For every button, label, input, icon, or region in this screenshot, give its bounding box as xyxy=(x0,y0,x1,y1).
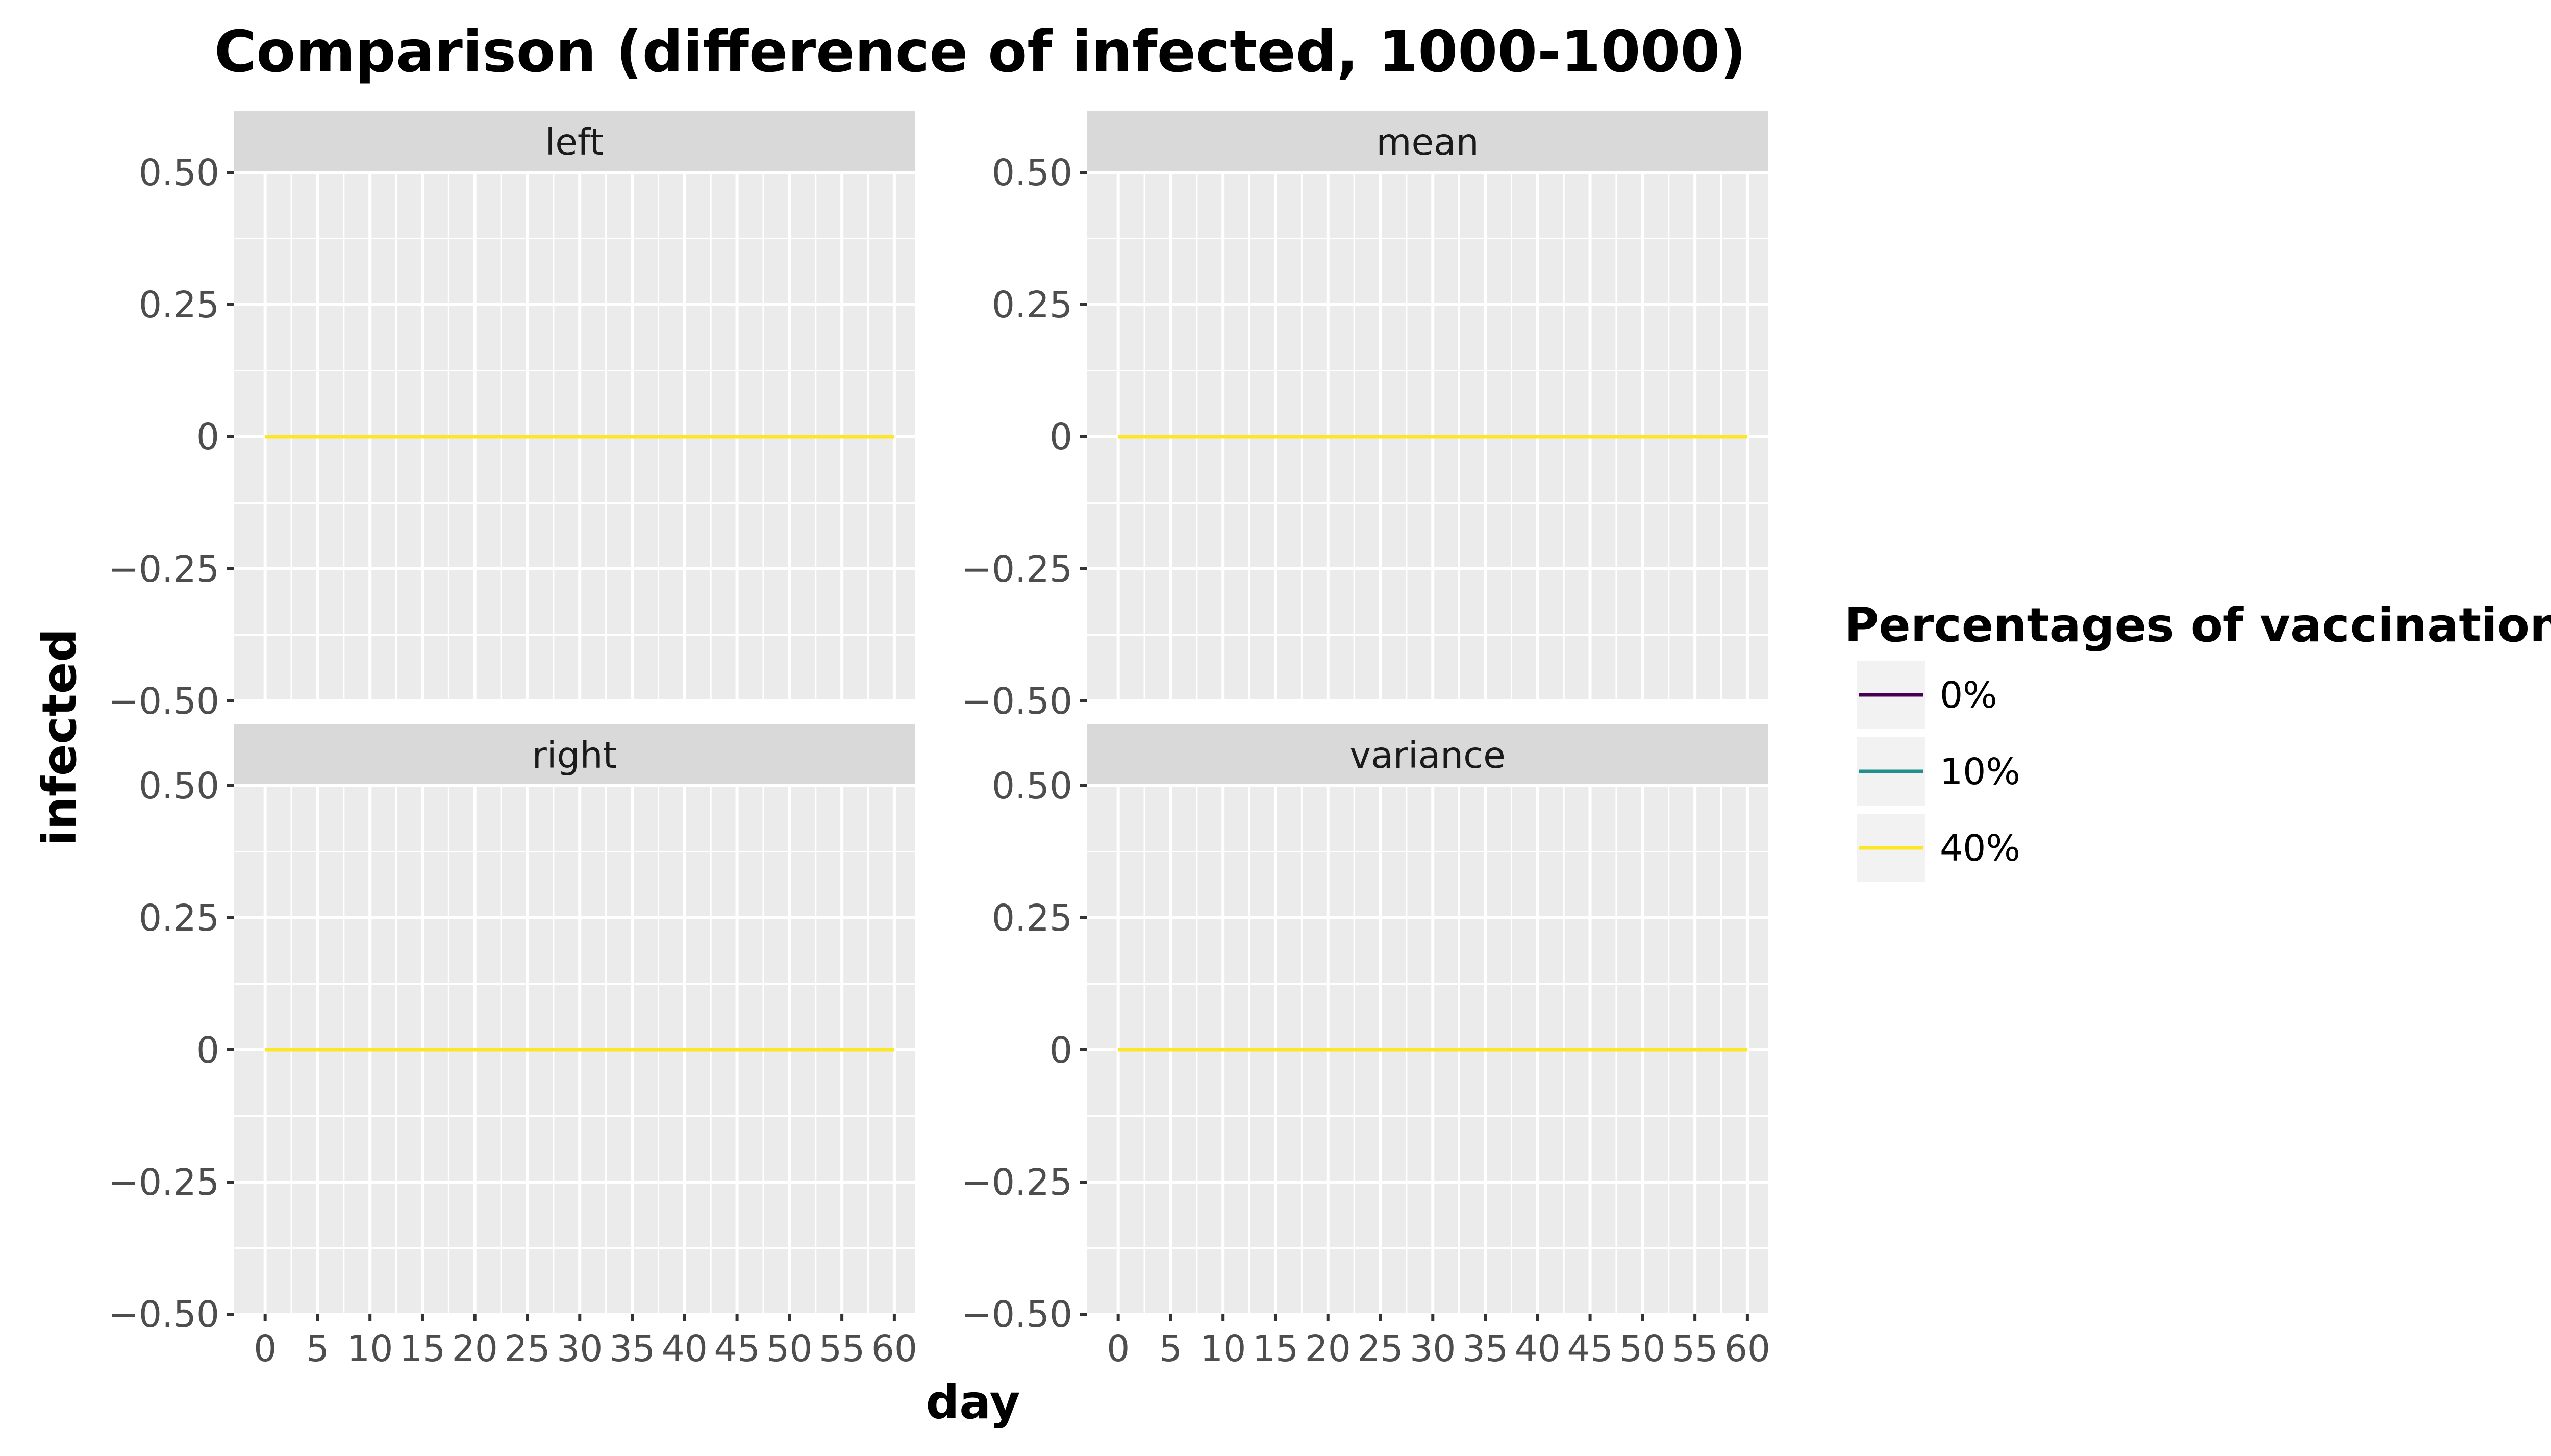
x-tick-label: 30 xyxy=(1410,1327,1456,1370)
legend-entry-40pct: 40% xyxy=(1857,814,2020,882)
y-tick-label: −0.50 xyxy=(108,1293,219,1336)
x-tick-label: 15 xyxy=(399,1327,445,1370)
facet-strip xyxy=(234,111,915,172)
facet-strip-label: variance xyxy=(1349,734,1506,776)
chart-title: Comparison (difference of infected, 1000… xyxy=(214,19,1746,85)
x-tick-label: 60 xyxy=(1724,1327,1770,1370)
y-tick-label: −0.50 xyxy=(961,1293,1072,1336)
x-tick-label: 35 xyxy=(1462,1327,1508,1370)
x-tick-label: 45 xyxy=(1567,1327,1613,1370)
legend: Percentages of vaccination 0% 10% 40% xyxy=(1844,598,2551,882)
y-tick-label: 0.50 xyxy=(992,152,1072,194)
y-tick-label: 0.50 xyxy=(139,152,219,194)
y-tick-label: 0 xyxy=(196,1029,219,1071)
legend-entry-0pct: 0% xyxy=(1857,661,1997,729)
x-tick-label: 45 xyxy=(714,1327,760,1370)
facet-strip-label: right xyxy=(532,734,617,776)
y-tick-label: 0.25 xyxy=(992,284,1072,326)
x-axis-title: day xyxy=(926,1375,1020,1429)
facet-strip xyxy=(1087,724,1768,786)
y-tick-label: 0 xyxy=(1049,1029,1072,1071)
x-tick-label: 55 xyxy=(1672,1327,1718,1370)
legend-label: 40% xyxy=(1940,827,2020,869)
facet-strip-label: left xyxy=(545,121,604,163)
x-tick-label: 50 xyxy=(766,1327,812,1370)
x-tick-label: 30 xyxy=(557,1327,603,1370)
y-tick-label: 0.50 xyxy=(992,765,1072,807)
x-tick-label: 15 xyxy=(1253,1327,1298,1370)
y-tick-label: −0.25 xyxy=(108,548,219,590)
x-tick-label: 60 xyxy=(871,1327,917,1370)
y-tick-label: 0.25 xyxy=(139,897,219,939)
x-tick-label: 25 xyxy=(1357,1327,1403,1370)
y-tick-label: −0.50 xyxy=(108,680,219,722)
y-tick-label: −0.25 xyxy=(961,548,1072,590)
x-tick-label: 5 xyxy=(306,1327,329,1370)
y-tick-label: 0.50 xyxy=(139,765,219,807)
y-tick-label: 0.25 xyxy=(992,897,1072,939)
facet-strip xyxy=(234,724,915,786)
y-axis-title: infected xyxy=(32,629,87,846)
legend-label: 0% xyxy=(1940,674,1997,716)
x-tick-label: 50 xyxy=(1619,1327,1665,1370)
facet-panels: left 0.50 0.25 0 −0.25 −0.50 mean 0.50 0.25 0 −0.2… xyxy=(108,111,1770,1370)
y-tick-label: 0 xyxy=(1049,416,1072,458)
legend-title: Percentages of vaccination xyxy=(1844,598,2551,652)
x-tick-label: 40 xyxy=(662,1327,708,1370)
y-tick-label: 0 xyxy=(196,416,219,458)
y-tick-label: −0.50 xyxy=(961,680,1072,722)
x-tick-label: 40 xyxy=(1515,1327,1561,1370)
y-tick-label: −0.25 xyxy=(961,1161,1072,1203)
y-tick-label: −0.25 xyxy=(108,1161,219,1203)
facet-panel-mean: mean 0.50 0.25 0 −0.25 −0.50 xyxy=(961,111,1768,722)
legend-label: 10% xyxy=(1940,750,2020,793)
x-tick-label: 5 xyxy=(1159,1327,1182,1370)
y-tick-label: 0.25 xyxy=(139,284,219,326)
x-tick-label: 55 xyxy=(819,1327,865,1370)
x-tick-label: 10 xyxy=(1200,1327,1246,1370)
x-tick-label: 20 xyxy=(452,1327,498,1370)
x-tick-label: 35 xyxy=(609,1327,655,1370)
x-tick-label: 25 xyxy=(504,1327,550,1370)
legend-entry-10pct: 10% xyxy=(1857,737,2020,806)
facet-panel-left: left 0.50 0.25 0 −0.25 −0.50 xyxy=(108,111,915,722)
x-tick-label: 10 xyxy=(347,1327,393,1370)
facet-strip-label: mean xyxy=(1376,121,1479,163)
x-tick-label: 0 xyxy=(1107,1327,1130,1370)
x-tick-label: 0 xyxy=(254,1327,277,1370)
x-tick-label: 20 xyxy=(1305,1327,1351,1370)
facet-strip xyxy=(1087,111,1768,172)
